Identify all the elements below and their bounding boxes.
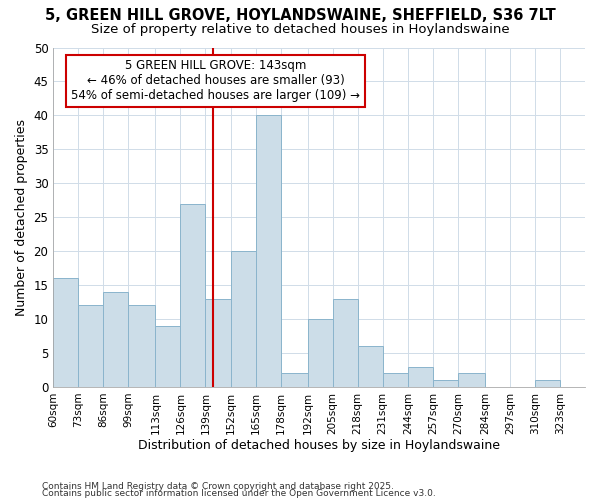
Text: Size of property relative to detached houses in Hoylandswaine: Size of property relative to detached ho… (91, 22, 509, 36)
X-axis label: Distribution of detached houses by size in Hoylandswaine: Distribution of detached houses by size … (138, 440, 500, 452)
Bar (332, 298, 358, 387)
Bar (281, 374, 308, 387)
Bar (383, 374, 408, 387)
Bar (230, 251, 256, 387)
Y-axis label: Number of detached properties: Number of detached properties (15, 118, 28, 316)
Bar (181, 204, 205, 387)
Bar (458, 374, 485, 387)
Bar (53, 278, 79, 387)
Bar (155, 326, 181, 387)
Bar (408, 366, 433, 387)
Bar (535, 380, 560, 387)
Bar (79, 306, 103, 387)
Bar (358, 346, 383, 387)
Bar (308, 319, 332, 387)
Text: 5 GREEN HILL GROVE: 143sqm
← 46% of detached houses are smaller (93)
54% of semi: 5 GREEN HILL GROVE: 143sqm ← 46% of deta… (71, 60, 360, 102)
Bar (256, 116, 281, 387)
Bar (103, 292, 128, 387)
Text: Contains public sector information licensed under the Open Government Licence v3: Contains public sector information licen… (42, 489, 436, 498)
Text: Contains HM Land Registry data © Crown copyright and database right 2025.: Contains HM Land Registry data © Crown c… (42, 482, 394, 491)
Bar (433, 380, 458, 387)
Bar (128, 306, 155, 387)
Text: 5, GREEN HILL GROVE, HOYLANDSWAINE, SHEFFIELD, S36 7LT: 5, GREEN HILL GROVE, HOYLANDSWAINE, SHEF… (44, 8, 556, 22)
Bar (205, 298, 230, 387)
